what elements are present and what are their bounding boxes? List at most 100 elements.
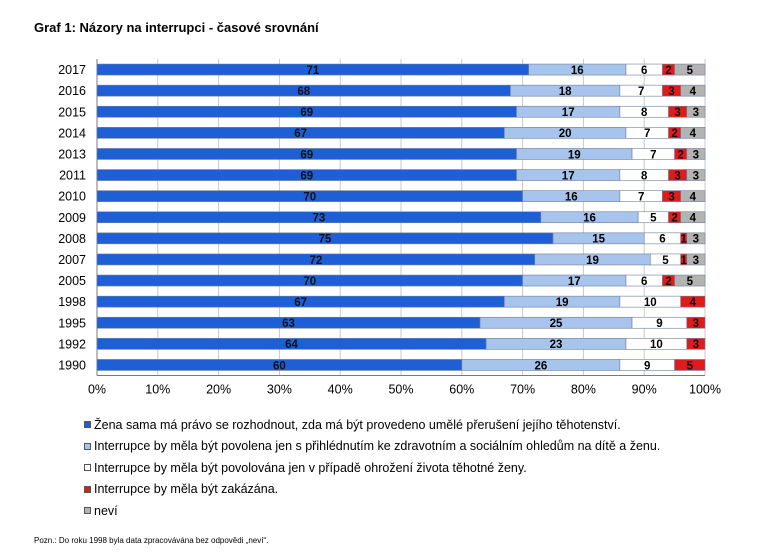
data-label: 3 xyxy=(693,339,699,351)
data-label: 19 xyxy=(586,255,599,267)
data-label: 3 xyxy=(693,107,699,119)
y-tick-label: 1995 xyxy=(58,316,86,330)
data-label: 75 xyxy=(319,234,332,246)
x-tick-label: 0% xyxy=(88,383,106,397)
data-label: 7 xyxy=(644,128,650,140)
bar-segment xyxy=(674,274,706,287)
data-label: 17 xyxy=(562,170,575,182)
data-label: 60 xyxy=(273,360,286,372)
legend-swatch-icon xyxy=(84,485,91,493)
bar-segment xyxy=(680,190,706,202)
data-label: 67 xyxy=(294,128,307,140)
bar-segment xyxy=(680,84,706,97)
legend-item: Žena sama má právo se rozhodnout, zda má… xyxy=(84,414,660,436)
data-label: 70 xyxy=(303,276,316,288)
data-label: 6 xyxy=(641,65,647,77)
data-label: 2 xyxy=(671,128,677,140)
data-label: 3 xyxy=(693,234,699,246)
y-axis-labels: 2017 2016 2015 2014 2013 2011 2010 2009 2008 2007… xyxy=(58,63,86,372)
data-labels: 71 16 6 2 568 18 7 3 469 17 8 3 367 20 7 2 469 19 7 2 369 17 8… xyxy=(273,65,699,372)
data-label: 20 xyxy=(559,128,572,140)
data-label: 7 xyxy=(638,191,644,203)
bar-segment xyxy=(686,148,706,160)
stacked-bar-chart: 71 16 6 2 568 18 7 3 469 17 8 3 367 20 7 2 469 19 7 2 369 17 8… xyxy=(58,59,721,397)
data-label: 63 xyxy=(282,318,295,330)
chart-title: Graf 1: Názory na interrupci - časové sr… xyxy=(34,20,319,35)
y-tick-label: 2009 xyxy=(58,211,86,225)
data-label: 2 xyxy=(671,213,677,225)
bar-segment xyxy=(674,359,706,371)
legend-swatch-icon xyxy=(84,464,91,472)
data-label: 4 xyxy=(690,297,697,309)
data-label: 3 xyxy=(693,255,699,267)
data-label: 71 xyxy=(306,65,319,77)
data-label: 26 xyxy=(534,360,547,372)
legend-label: Interrupce by měla být povolována jen v … xyxy=(94,460,527,475)
legend-label: Žena sama má právo se rozhodnout, zda má… xyxy=(94,417,621,432)
data-label: 67 xyxy=(294,297,307,309)
data-label: 3 xyxy=(693,149,699,161)
data-label: 70 xyxy=(303,191,316,203)
data-label: 18 xyxy=(559,86,572,98)
y-tick-label: 2014 xyxy=(58,126,86,140)
data-label: 64 xyxy=(285,339,298,351)
x-tick-label: 40% xyxy=(328,383,353,397)
data-label: 19 xyxy=(556,297,569,309)
x-tick-label: 90% xyxy=(632,383,657,397)
data-label: 4 xyxy=(690,128,697,140)
legend-swatch-icon xyxy=(84,507,91,515)
data-label: 2 xyxy=(665,65,671,77)
x-tick-label: 50% xyxy=(388,383,413,397)
bar-segment xyxy=(680,211,706,224)
y-tick-label: 2017 xyxy=(58,63,86,77)
y-tick-label: 2011 xyxy=(59,169,86,183)
legend: Žena sama má právo se rozhodnout, zda má… xyxy=(84,414,660,522)
data-label: 17 xyxy=(562,107,575,119)
data-label: 5 xyxy=(687,65,694,77)
data-label: 3 xyxy=(693,170,699,182)
y-tick-label: 1990 xyxy=(58,358,86,372)
data-label: 17 xyxy=(568,276,581,288)
x-axis-labels: 0% 10% 20% 30% 40% 50% 60% 70% 80% 90% 100% xyxy=(88,383,721,397)
data-label: 2 xyxy=(665,276,671,288)
data-label: 6 xyxy=(659,234,665,246)
data-label: 9 xyxy=(656,318,662,330)
data-label: 4 xyxy=(690,86,697,98)
x-tick-label: 70% xyxy=(510,383,535,397)
bar-segment xyxy=(686,105,706,118)
data-label: 19 xyxy=(568,149,581,161)
data-label: 16 xyxy=(565,191,578,203)
y-tick-label: 2008 xyxy=(58,232,86,246)
legend-label: Interrupce by měla být zakázána. xyxy=(94,482,279,497)
data-label: 69 xyxy=(300,149,313,161)
data-label: 3 xyxy=(693,318,699,330)
data-label: 5 xyxy=(662,255,669,267)
y-tick-label: 2015 xyxy=(58,105,86,119)
data-label: 4 xyxy=(690,213,697,225)
bar-segment xyxy=(686,253,706,266)
data-label: 16 xyxy=(571,65,584,77)
data-label: 3 xyxy=(668,86,674,98)
data-label: 73 xyxy=(313,213,326,225)
y-tick-label: 1998 xyxy=(58,295,86,309)
data-label: 15 xyxy=(592,234,605,246)
x-tick-label: 80% xyxy=(571,383,596,397)
data-label: 10 xyxy=(644,297,657,309)
bar-segment xyxy=(686,232,706,245)
y-tick-label: 2016 xyxy=(58,84,86,98)
data-label: 10 xyxy=(650,339,663,351)
bar-segment xyxy=(686,169,706,181)
bar-segment xyxy=(680,295,706,308)
data-label: 8 xyxy=(641,107,648,119)
data-label: 2 xyxy=(677,149,683,161)
data-label: 3 xyxy=(668,191,674,203)
legend-item: Interrupce by měla být povolována jen v … xyxy=(84,457,660,479)
x-tick-label: 30% xyxy=(267,383,292,397)
legend-swatch-icon xyxy=(84,421,91,429)
data-label: 5 xyxy=(687,360,694,372)
x-tick-label: 10% xyxy=(145,383,170,397)
bar-segment xyxy=(686,316,706,329)
x-tick-label: 60% xyxy=(449,383,474,397)
data-label: 7 xyxy=(638,86,644,98)
data-label: 7 xyxy=(650,149,656,161)
